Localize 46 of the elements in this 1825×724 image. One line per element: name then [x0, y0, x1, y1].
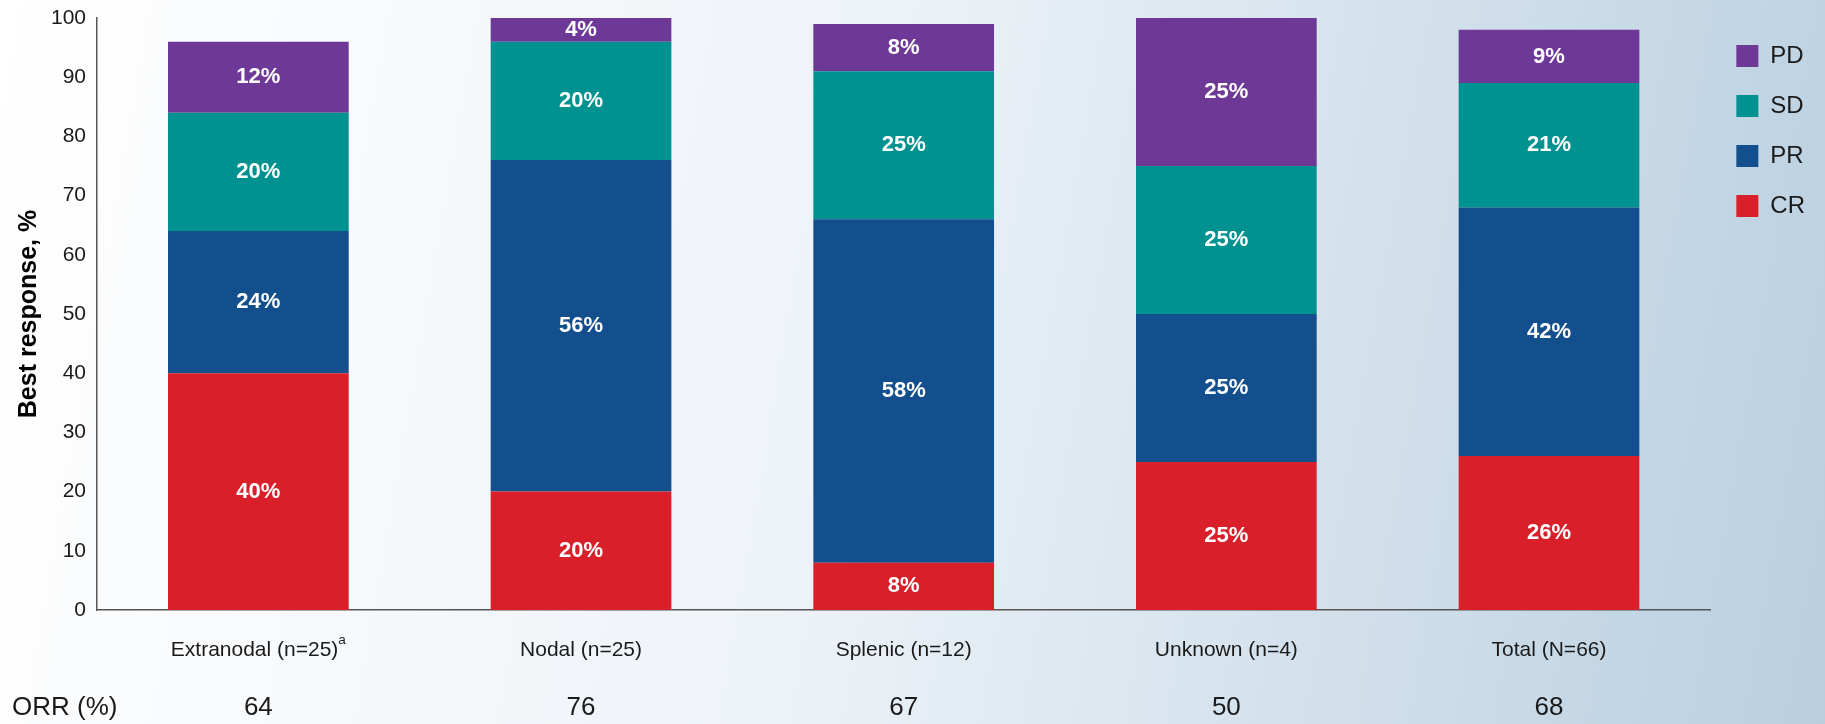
data-label: 12%	[236, 63, 281, 89]
text: 68	[1534, 691, 1564, 722]
y-tick-label: 70	[62, 182, 87, 206]
data-label: 8%	[887, 572, 920, 598]
data-label: 26%	[1526, 519, 1572, 545]
text: 76	[566, 691, 596, 722]
x-tick-label: Splenic (n=12)	[835, 636, 972, 660]
y-tick-label: 80	[62, 123, 87, 147]
text: 67	[889, 691, 919, 722]
legend-label: CR	[1770, 190, 1806, 218]
y-tick-label: 30	[62, 419, 87, 443]
y-tick-label: 100	[50, 4, 87, 28]
data-label: 8%	[887, 33, 920, 59]
data-label: 42%	[1526, 317, 1572, 343]
y-tick-label: 0	[74, 596, 87, 620]
y-tick-label: 50	[62, 300, 87, 324]
data-label: 20%	[559, 536, 604, 562]
y-tick-label: 90	[62, 64, 87, 87]
text: 50	[1211, 691, 1241, 722]
y-tick-label: 20	[62, 478, 87, 502]
x-tick-label: Unknown (n=4)	[1154, 636, 1298, 660]
data-label: 20%	[236, 157, 281, 183]
data-label: 25%	[1204, 374, 1249, 400]
y-axis-title: Best response, %	[12, 209, 41, 419]
data-label: 24%	[236, 288, 281, 314]
text: 64	[243, 691, 273, 722]
x-tick-label: Nodal (n=25)	[520, 636, 643, 660]
data-label: 40%	[236, 477, 281, 503]
x-tick-label: Total (N=66)	[1491, 636, 1607, 660]
text: ORR (%)	[12, 691, 118, 722]
legend-label: SD	[1770, 90, 1804, 118]
data-label: 56%	[559, 311, 604, 337]
data-label: 25%	[1204, 226, 1249, 252]
y-tick-label: 10	[62, 537, 87, 561]
data-label: 58%	[881, 377, 926, 403]
legend-label: PD	[1770, 40, 1804, 68]
data-label: 20%	[559, 86, 604, 112]
data-label: 4%	[565, 15, 597, 41]
data-label: 21%	[1526, 131, 1572, 157]
y-tick-label: 40	[62, 360, 87, 383]
data-label: 25%	[881, 131, 926, 157]
data-label: 25%	[1204, 78, 1249, 104]
y-tick-label: 60	[62, 241, 87, 265]
data-label: 25%	[1204, 522, 1249, 548]
legend-label: PR	[1770, 140, 1804, 168]
data-label: 9%	[1533, 42, 1565, 68]
